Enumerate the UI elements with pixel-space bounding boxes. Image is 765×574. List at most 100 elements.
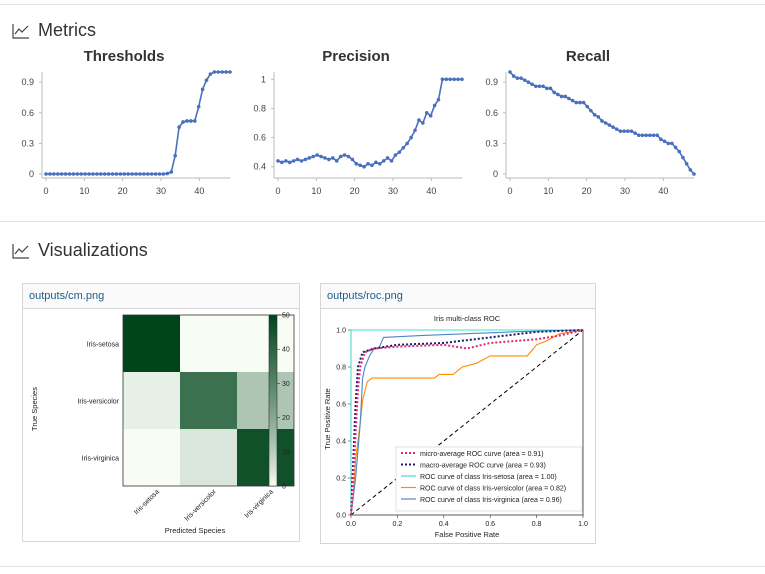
data-point	[385, 156, 390, 160]
data-point	[295, 157, 300, 162]
data-point	[212, 70, 217, 74]
roc-card-path[interactable]: outputs/roc.png	[321, 284, 595, 309]
y-tick-label: 0.8	[253, 103, 266, 113]
data-point	[55, 172, 60, 176]
data-point	[622, 129, 626, 133]
data-point	[299, 159, 304, 163]
data-point	[666, 141, 671, 146]
data-point	[134, 172, 138, 176]
data-point	[436, 97, 441, 102]
x-tick-label: 20	[350, 186, 360, 196]
data-point	[460, 77, 464, 82]
data-point	[456, 77, 460, 82]
x-tick-label: 0	[43, 186, 48, 196]
cm-col-label: Iris-versicolor	[184, 488, 219, 523]
roc-curve-macro	[350, 329, 584, 516]
data-point	[177, 125, 181, 129]
roc-y-tick-label: 0.6	[336, 402, 346, 409]
x-tick-label: 40	[194, 186, 204, 196]
data-point	[537, 84, 542, 89]
precision-chart: Precision 0.4 0.6 0.8 1 0 10 20 30 40	[240, 44, 472, 200]
series-line	[277, 78, 462, 168]
cm-cell	[123, 429, 180, 486]
roc-curve-micro	[350, 329, 584, 516]
data-point	[307, 156, 312, 160]
cm-card-path[interactable]: outputs/cm.png	[23, 284, 299, 309]
y-tick-label: 1	[261, 74, 266, 84]
x-tick-label: 0	[507, 186, 512, 196]
roc-curve-setosa	[350, 329, 583, 515]
cm-cell	[123, 372, 180, 429]
data-point	[409, 135, 413, 140]
roc-x-tick-label: 0.0	[346, 521, 356, 528]
data-point	[284, 159, 288, 163]
roc-y-tick-label: 0.8	[336, 365, 346, 372]
roc-x-tick-label: 0.2	[393, 521, 403, 528]
cm-row-label: Iris-virginica	[82, 456, 119, 463]
y-tick-label: 0.9	[21, 77, 34, 87]
data-point	[208, 72, 213, 76]
data-point	[44, 172, 48, 176]
colorbar-tick-label: 10	[282, 449, 290, 456]
data-point	[110, 172, 115, 176]
colorbar-tick-label: 0	[282, 484, 286, 491]
visualizations-section-header: Visualizations	[12, 240, 148, 261]
metrics-section-header: Metrics	[12, 20, 96, 41]
data-point	[640, 133, 645, 138]
data-point	[405, 141, 409, 146]
data-point	[126, 172, 131, 176]
y-tick-label: 0.3	[485, 138, 498, 148]
data-point	[228, 70, 232, 74]
cm-y-axis-label: True Species	[30, 387, 39, 431]
roc-legend-label: ROC curve of class Iris-virginica (area …	[420, 497, 562, 504]
data-point	[548, 86, 553, 91]
data-point	[659, 137, 663, 142]
roc-y-axis-label: True Positive Rate	[323, 388, 332, 449]
data-point	[570, 98, 575, 103]
data-point	[200, 87, 205, 92]
x-tick-label: 0	[275, 186, 280, 196]
data-point	[338, 154, 343, 159]
data-point	[648, 133, 652, 138]
roc-curve-image: Iris multi-class ROC False Positive Rate…	[323, 314, 588, 539]
y-tick-label: 0	[29, 169, 34, 179]
x-tick-label: 30	[388, 186, 398, 196]
data-point	[611, 125, 615, 129]
data-point	[145, 172, 150, 176]
data-point	[592, 113, 597, 117]
data-point	[563, 94, 567, 99]
cm-cell	[237, 315, 294, 372]
data-point	[585, 104, 590, 109]
data-point	[397, 150, 402, 154]
roc-card[interactable]: outputs/roc.png Iris multi-class ROC Fal…	[320, 283, 596, 544]
data-point	[374, 160, 378, 165]
data-point	[677, 149, 682, 154]
data-point	[204, 78, 209, 82]
data-point	[122, 172, 127, 176]
data-point	[71, 172, 76, 176]
data-point	[87, 172, 91, 176]
y-tick-label: 0.6	[485, 108, 498, 118]
data-point	[600, 119, 604, 123]
data-point	[130, 172, 134, 176]
colorbar-tick-label: 20	[282, 415, 290, 422]
y-tick-label: 0.6	[253, 133, 266, 143]
data-point	[692, 172, 696, 176]
data-point	[138, 172, 142, 176]
x-tick-label: 30	[156, 186, 166, 196]
x-tick-label: 10	[79, 186, 89, 196]
data-point	[95, 172, 99, 176]
data-point	[393, 153, 398, 157]
data-point	[651, 133, 656, 138]
roc-y-tick-label: 0.4	[336, 439, 346, 446]
data-point	[276, 159, 280, 163]
cm-card[interactable]: outputs/cm.png True Species Predicted Sp…	[22, 283, 300, 542]
data-point	[181, 120, 185, 124]
data-point	[346, 154, 351, 159]
data-point	[688, 168, 693, 172]
data-point	[287, 160, 292, 165]
data-point	[366, 162, 370, 166]
recall-chart-title: Recall	[565, 48, 611, 65]
data-point	[401, 145, 406, 150]
top-divider	[0, 4, 765, 5]
